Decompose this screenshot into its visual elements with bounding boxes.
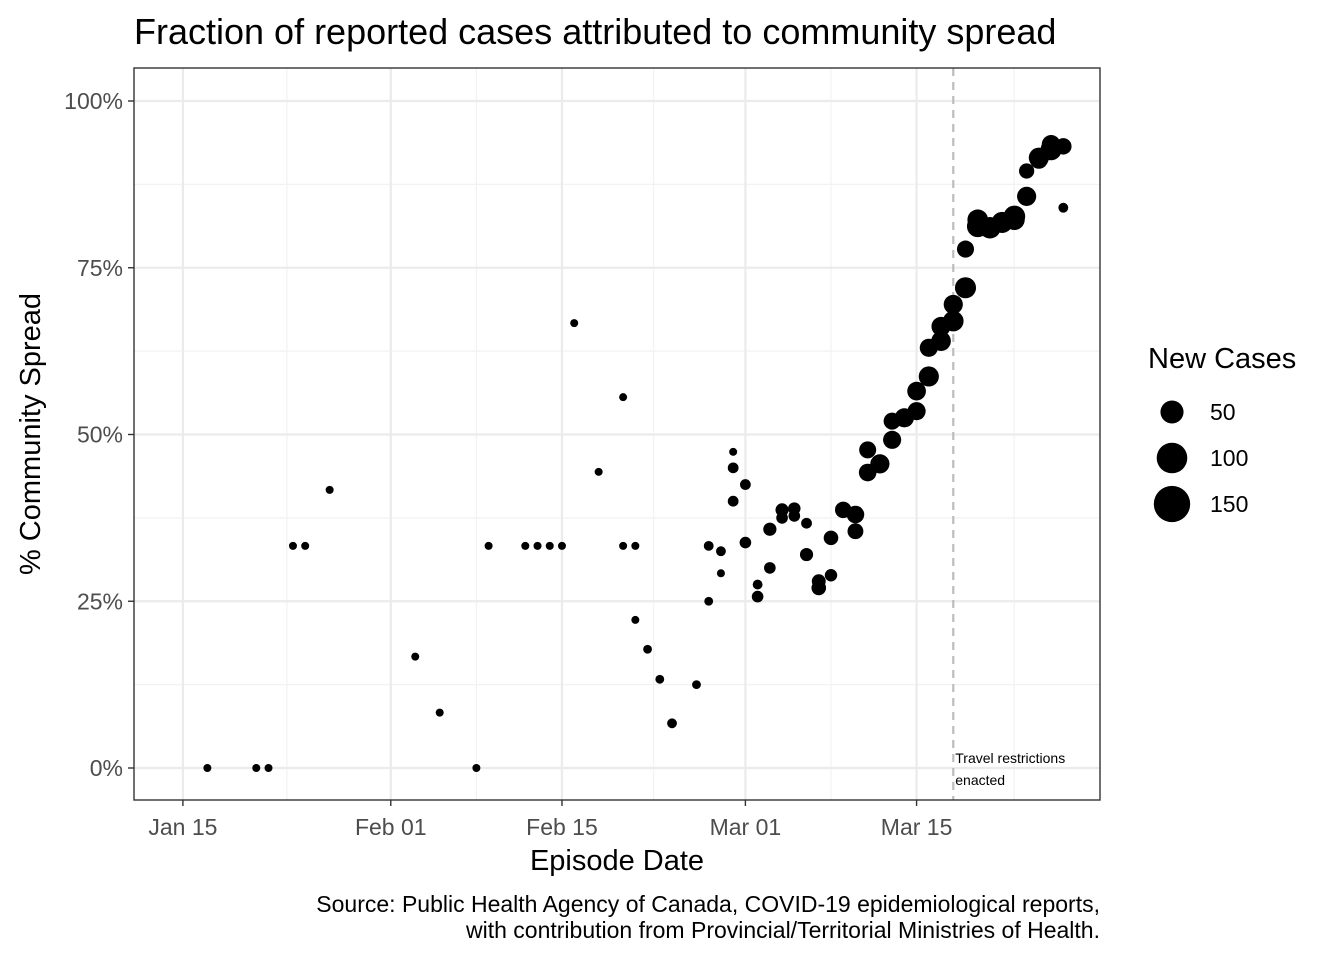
data-point — [716, 569, 725, 578]
data-point — [594, 467, 603, 476]
y-tick-label: 25% — [77, 588, 123, 614]
data-points — [203, 135, 1072, 772]
data-point — [764, 562, 776, 574]
data-point — [740, 479, 751, 490]
data-point — [570, 319, 579, 328]
y-axis-title: % Community Spread — [15, 293, 47, 575]
data-point — [643, 644, 652, 654]
x-tick-label: Jan 15 — [148, 814, 217, 840]
data-point — [619, 393, 628, 402]
data-point — [954, 277, 977, 299]
chart-title: Fraction of reported cases attributed to… — [134, 11, 1056, 52]
data-point — [943, 294, 963, 315]
data-point — [252, 764, 261, 772]
data-point — [655, 674, 665, 684]
x-tick-label: Mar 15 — [881, 814, 953, 840]
data-point — [631, 541, 640, 550]
x-tick-label: Feb 15 — [526, 814, 598, 840]
data-point — [788, 510, 801, 522]
data-point — [557, 541, 566, 550]
data-point — [521, 541, 530, 550]
data-point — [472, 764, 481, 772]
data-point — [956, 240, 975, 258]
x-axis-ticks: Jan 15 Feb 01 Feb 15 Mar 01 Mar 15 — [148, 800, 952, 840]
data-point — [533, 541, 542, 550]
legend-size-key — [1153, 485, 1191, 523]
data-point — [727, 462, 739, 474]
data-point — [811, 580, 827, 596]
data-point — [1017, 186, 1037, 206]
data-point — [751, 590, 764, 603]
travel-restrictions-label: enacted — [955, 772, 1005, 788]
data-point — [1003, 205, 1026, 228]
data-point — [435, 708, 444, 717]
data-point — [729, 447, 738, 456]
data-point — [918, 366, 939, 387]
plot-area: Travel restrictions enacted — [133, 67, 1101, 801]
legend-size-label: 50 — [1210, 399, 1236, 425]
x-axis-title: Episode Date — [530, 845, 704, 877]
data-point — [907, 381, 926, 401]
data-point — [859, 441, 877, 459]
data-point — [846, 505, 865, 524]
data-point — [870, 454, 890, 474]
legend-size-label: 100 — [1210, 445, 1248, 471]
travel-restrictions-label: Travel restrictions — [955, 750, 1065, 766]
data-point — [545, 541, 554, 550]
data-point — [484, 541, 493, 550]
legend-size-key — [1156, 442, 1188, 474]
y-tick-label: 100% — [64, 88, 123, 114]
data-point — [931, 331, 951, 351]
data-point — [703, 540, 714, 551]
data-point — [942, 310, 964, 332]
data-point — [325, 485, 334, 494]
data-point — [692, 680, 701, 690]
data-point — [847, 523, 864, 540]
data-point — [704, 596, 714, 606]
travel-restrictions-line: Travel restrictions enacted — [952, 68, 1065, 800]
data-point — [799, 547, 814, 562]
data-point — [739, 536, 752, 549]
data-point — [716, 546, 726, 557]
source-caption-line-1: Source: Public Health Agency of Canada, … — [316, 891, 1100, 917]
y-tick-label: 50% — [77, 422, 123, 448]
x-tick-label: Mar 01 — [710, 814, 782, 840]
data-point — [1019, 163, 1035, 179]
data-point — [203, 764, 212, 772]
data-point — [801, 517, 812, 529]
data-point — [824, 569, 838, 582]
y-tick-label: 0% — [90, 755, 123, 781]
data-point — [288, 541, 297, 550]
data-point — [763, 522, 777, 536]
data-point — [823, 530, 839, 546]
data-point — [667, 718, 677, 729]
data-point — [1058, 202, 1069, 213]
data-point — [907, 402, 926, 421]
x-tick-label: Feb 01 — [355, 814, 427, 840]
y-tick-label: 75% — [77, 255, 123, 281]
legend-title: New Cases — [1148, 343, 1296, 375]
data-point — [411, 652, 420, 661]
data-point — [752, 579, 763, 590]
data-point — [264, 764, 273, 772]
legend-size-key — [1160, 400, 1184, 424]
data-point — [619, 541, 628, 550]
data-point — [631, 615, 640, 624]
data-point — [1055, 138, 1072, 155]
grid-major — [134, 68, 1100, 800]
data-point — [727, 495, 739, 507]
grid-minor — [134, 68, 1100, 800]
data-point — [883, 430, 902, 449]
source-caption-line-2: with contribution from Provincial/Territ… — [465, 917, 1100, 943]
data-point — [301, 541, 310, 550]
data-point — [776, 512, 788, 524]
y-axis-ticks: 0% 25% 50% 75% 100% — [64, 88, 134, 781]
size-legend: New Cases 50 100 150 — [1148, 343, 1296, 523]
legend-size-label: 150 — [1210, 491, 1248, 517]
